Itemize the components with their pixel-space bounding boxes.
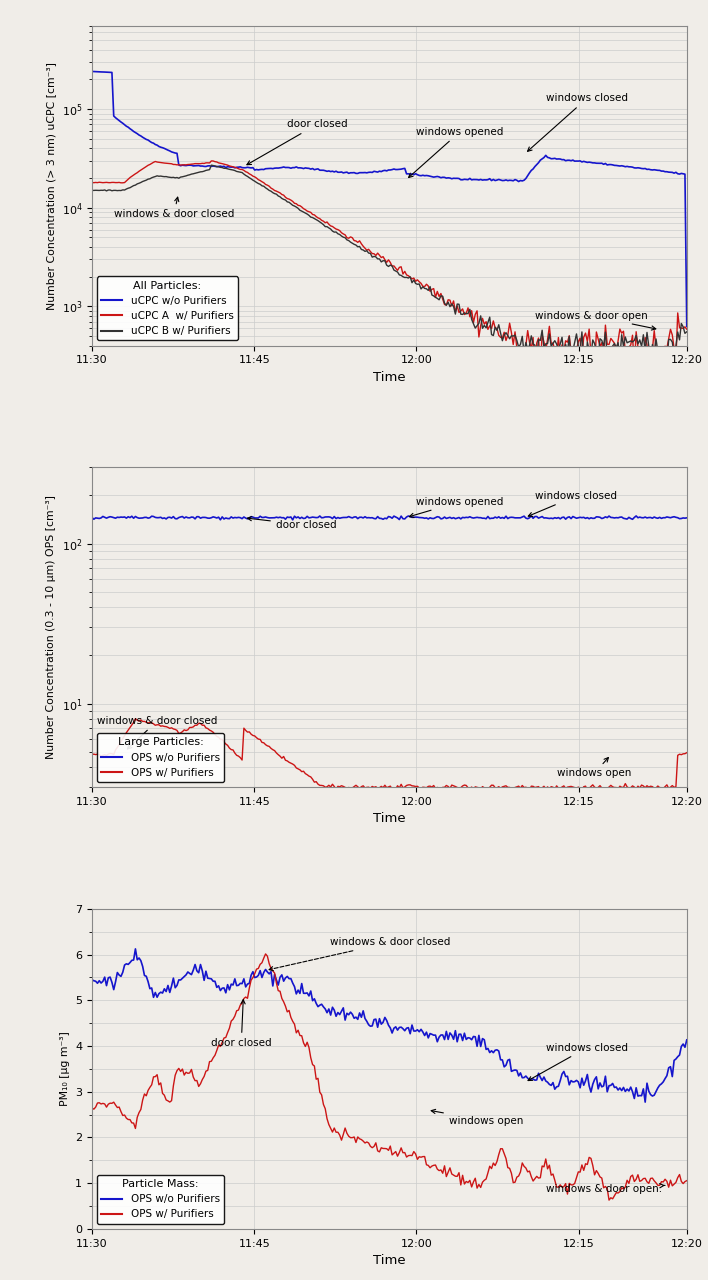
Text: windows closed: windows closed (528, 1042, 628, 1080)
Legend: uCPC w/o Purifiers, uCPC A  w/ Purifiers, uCPC B w/ Purifiers: uCPC w/o Purifiers, uCPC A w/ Purifiers,… (97, 276, 238, 340)
Text: windows & door closed: windows & door closed (114, 197, 234, 219)
Y-axis label: Number Concentration (0.3 - 10 μm) OPS [cm⁻³]: Number Concentration (0.3 - 10 μm) OPS [… (46, 495, 56, 759)
Text: windows & door closed: windows & door closed (269, 937, 450, 970)
Y-axis label: PM₁₀ [μg m⁻³]: PM₁₀ [μg m⁻³] (59, 1032, 69, 1106)
Legend: OPS w/o Purifiers, OPS w/ Purifiers: OPS w/o Purifiers, OPS w/ Purifiers (97, 733, 224, 782)
Text: door closed: door closed (247, 119, 348, 165)
X-axis label: Time: Time (373, 1254, 406, 1267)
Text: windows opened: windows opened (409, 497, 504, 517)
Text: windows closed: windows closed (528, 492, 617, 516)
X-axis label: Time: Time (373, 813, 406, 826)
X-axis label: Time: Time (373, 371, 406, 384)
Text: windows & door open: windows & door open (535, 311, 656, 330)
Text: windows opened: windows opened (409, 127, 504, 178)
Text: windows open: windows open (557, 758, 632, 778)
Legend: OPS w/o Purifiers, OPS w/ Purifiers: OPS w/o Purifiers, OPS w/ Purifiers (97, 1175, 224, 1224)
Text: windows & door closed: windows & door closed (98, 716, 218, 749)
Text: windows closed: windows closed (527, 93, 628, 151)
Text: windows open: windows open (431, 1110, 523, 1125)
Text: door closed: door closed (247, 517, 336, 530)
Text: windows & door open.: windows & door open. (546, 1184, 665, 1194)
Text: door closed: door closed (211, 1000, 272, 1048)
Y-axis label: Number Concentration (> 3 nm) uCPC [cm⁻³]: Number Concentration (> 3 nm) uCPC [cm⁻³… (46, 61, 56, 310)
